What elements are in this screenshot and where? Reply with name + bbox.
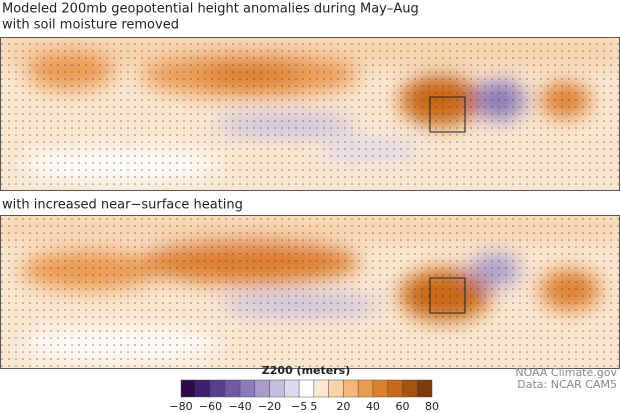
colorbar-swatch: [343, 379, 359, 398]
colorbar-swatch: [416, 379, 433, 398]
colorbar-swatch: [372, 379, 388, 398]
map-panel: [0, 215, 620, 368]
colorbar-swatch: [254, 379, 270, 398]
colorbar-tick-label: 60: [395, 400, 409, 413]
colorbar-tick-label: 20: [336, 400, 350, 413]
title: Modeled 200mb geopotential height anomal…: [2, 2, 419, 17]
colorbar-swatch: [298, 379, 315, 398]
colorbar-swatch: [210, 379, 226, 398]
colorbar-swatch: [225, 379, 241, 398]
colorbar-tick-label: −80: [169, 400, 192, 413]
credit: Data: NCAR CAM5: [517, 378, 617, 391]
colorbar: −80 −60 −40 −20 −5 5 20 40 60 80: [169, 379, 439, 413]
map-panel: [0, 37, 620, 190]
panel-label: with soil moisture removed: [2, 18, 179, 33]
colorbar-swatch: [313, 379, 329, 398]
colorbar-swatch: [269, 379, 285, 398]
colorbar-swatch: [284, 379, 300, 398]
credit: NOAA Climate.gov: [515, 366, 617, 379]
colorbar-tick-label: 80: [425, 400, 439, 413]
colorbar-swatch: [239, 379, 256, 398]
colorbar-tick-label: 5: [310, 400, 317, 413]
colorbar-swatch: [402, 379, 418, 398]
colorbar-swatch: [387, 379, 403, 398]
colorbar-swatch: [180, 379, 197, 398]
panel-label: with increased near−surface heating: [2, 198, 243, 213]
colorbar-tick-label: −40: [228, 400, 251, 413]
colorbar-tick-label: −60: [199, 400, 222, 413]
colorbar-swatch: [357, 379, 374, 398]
colorbar-swatch: [195, 379, 211, 398]
colorbar-tick-label: −5: [291, 400, 307, 413]
colorbar-swatch: [328, 379, 344, 398]
colorbar-tick-label: −20: [258, 400, 281, 413]
colorbar-tick-label: 40: [366, 400, 380, 413]
colorbar-label: Z200 (meters): [262, 364, 350, 377]
